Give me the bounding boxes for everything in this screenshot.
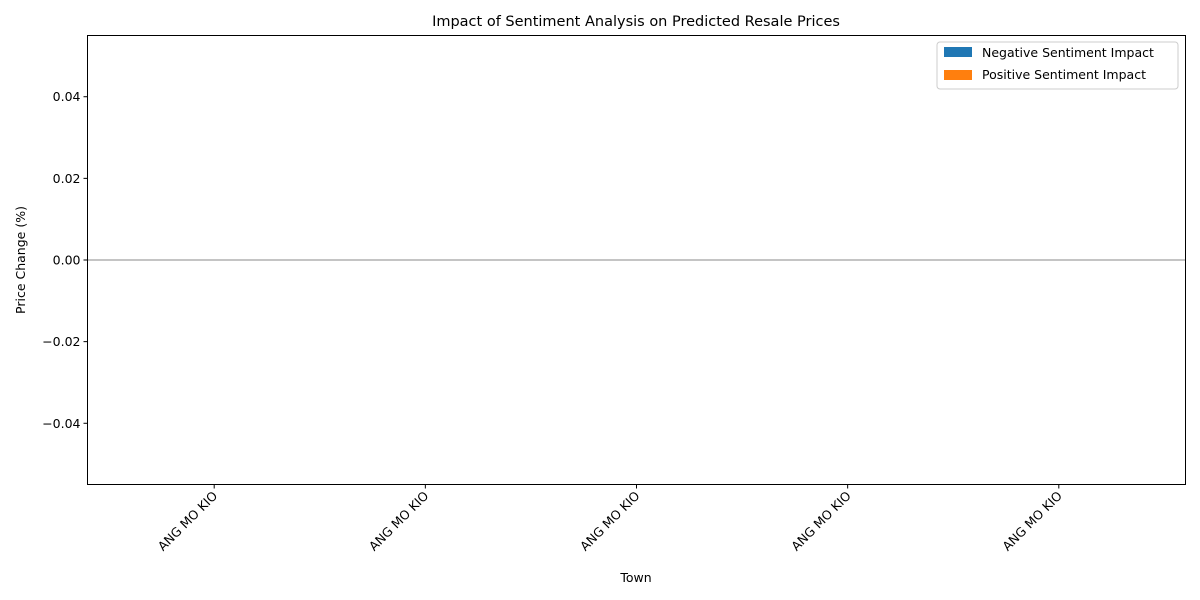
chart-title: Impact of Sentiment Analysis on Predicte… — [432, 14, 840, 30]
x-axis-label: Town — [619, 570, 651, 585]
y-tick-label: −0.02 — [42, 334, 80, 349]
y-axis-label: Price Change (%) — [13, 206, 28, 314]
legend-label-positive: Positive Sentiment Impact — [982, 67, 1146, 82]
legend-swatch-positive — [944, 70, 972, 80]
y-tick-label: −0.04 — [42, 416, 80, 431]
legend-label-negative: Negative Sentiment Impact — [982, 45, 1154, 60]
y-tick-label: 0.04 — [53, 89, 81, 104]
y-tick-label: 0.02 — [53, 171, 81, 186]
y-axis: −0.04 −0.02 0.00 0.02 0.04 — [42, 89, 88, 431]
y-tick-label: 0.00 — [53, 253, 81, 268]
legend: Negative Sentiment Impact Positive Senti… — [936, 41, 1179, 90]
legend-swatch-negative — [944, 47, 972, 57]
legend-box — [936, 41, 1179, 90]
